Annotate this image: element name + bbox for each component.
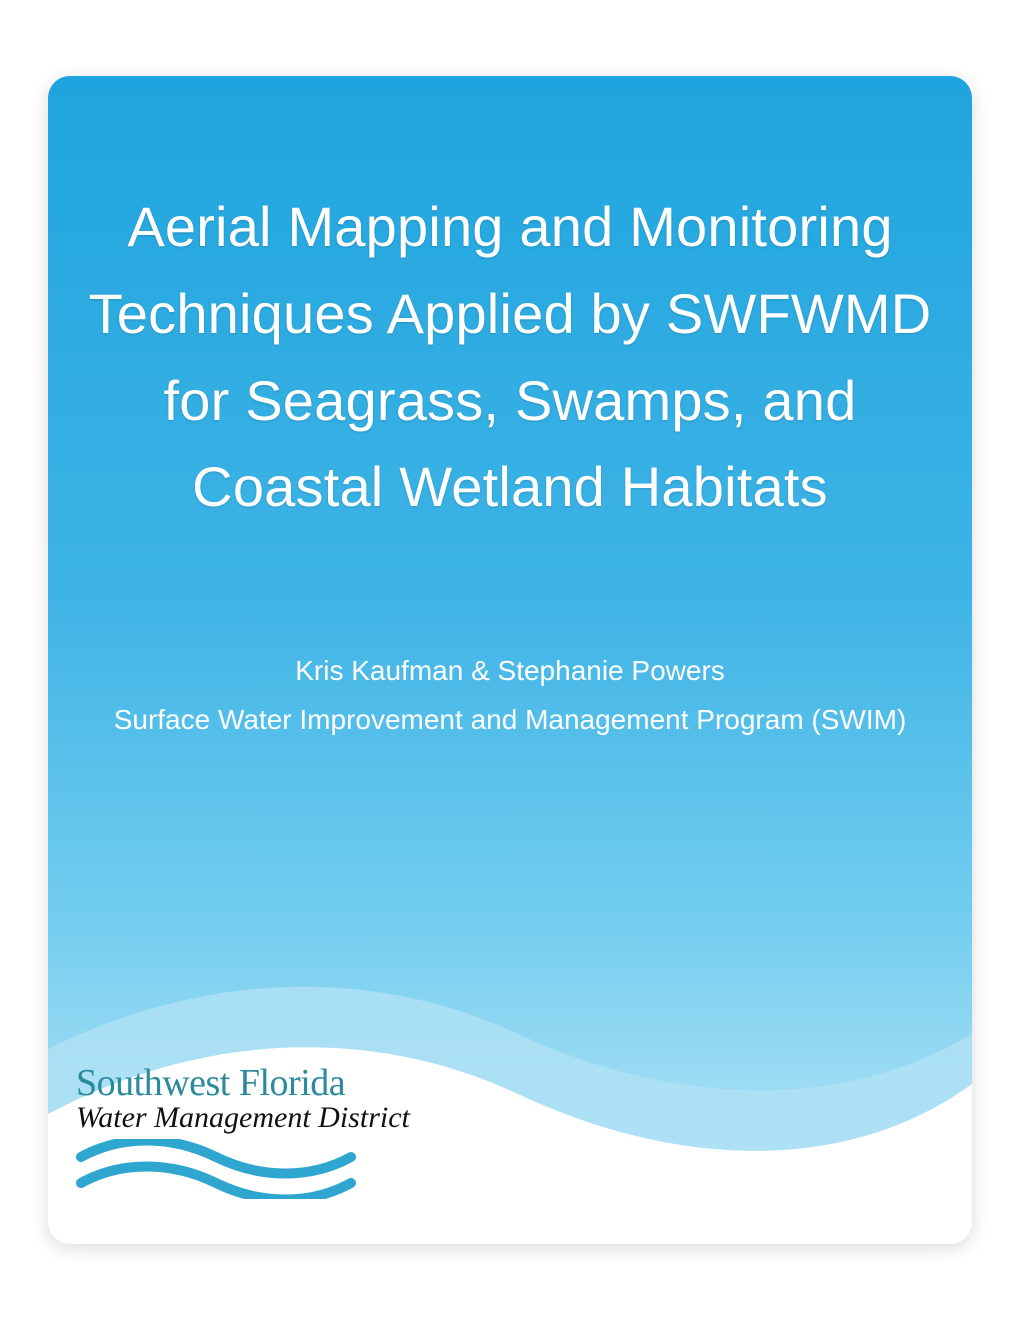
page: Aerial Mapping and Monitoring Techniques… (0, 0, 1020, 1320)
slide-title: Aerial Mapping and Monitoring Techniques… (88, 184, 932, 531)
logo-waves-icon (76, 1139, 356, 1199)
program-line: Surface Water Improvement and Management… (88, 695, 932, 744)
slide-subtitle: Kris Kaufman & Stephanie Powers Surface … (88, 646, 932, 744)
org-logo: Southwest Florida Water Management Distr… (76, 1064, 436, 1204)
authors-line: Kris Kaufman & Stephanie Powers (88, 646, 932, 695)
logo-line-1: Southwest Florida (76, 1064, 436, 1104)
logo-line-2: Water Management District (76, 1102, 436, 1134)
slide: Aerial Mapping and Monitoring Techniques… (48, 76, 972, 1244)
